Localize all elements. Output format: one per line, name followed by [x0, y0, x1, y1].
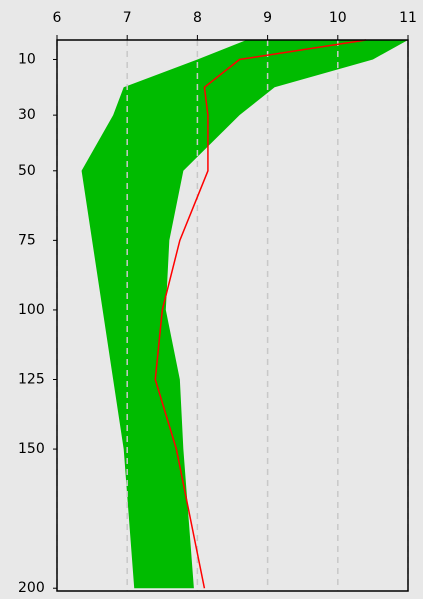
x-tick-label: 7 [123, 10, 132, 26]
profile-line [154, 39, 366, 589]
x-tick-label: 8 [193, 10, 202, 26]
y-tick-label: 75 [18, 232, 36, 248]
range-band [81, 40, 408, 589]
y-tick-label: 150 [18, 441, 45, 457]
plot-border [56, 39, 409, 592]
x-tick-label: 9 [263, 10, 272, 26]
y-tick-label: 125 [18, 372, 45, 388]
x-tick-label: 6 [53, 10, 62, 26]
y-tick-label: 200 [18, 580, 45, 596]
y-tick-label: 10 [18, 51, 36, 67]
x-tick-label: 10 [329, 10, 347, 26]
y-tick-label: 50 [18, 163, 36, 179]
x-tick-label: 11 [399, 10, 417, 26]
y-tick-label: 100 [18, 302, 45, 318]
y-tick-label: 30 [18, 107, 36, 123]
